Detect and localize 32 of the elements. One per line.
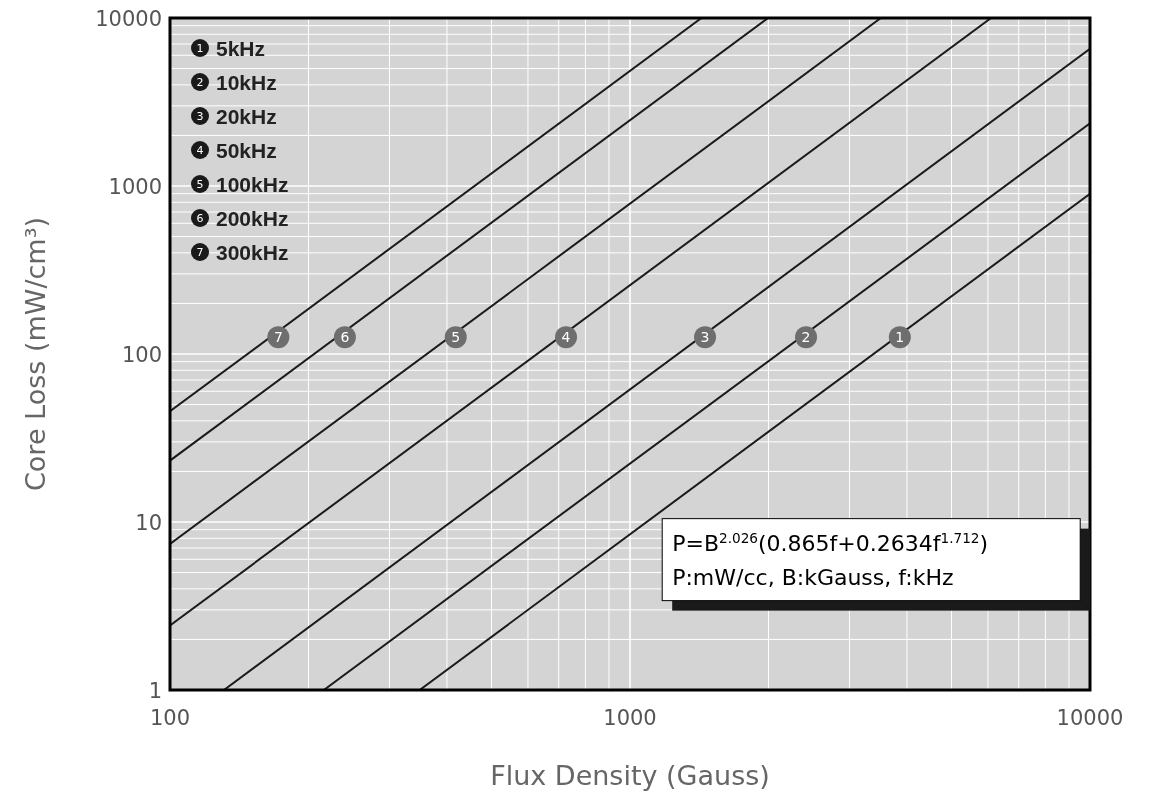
legend-label: 50kHz (216, 138, 277, 162)
legend-label: 200kHz (216, 206, 289, 230)
x-tick-label: 1000 (603, 706, 657, 730)
y-tick-label: 100 (121, 342, 162, 367)
legend-label: 100kHz (216, 172, 289, 196)
x-tick-label: 10000 (1056, 706, 1124, 730)
y-tick-label: 10000 (95, 6, 162, 31)
annotation: 4 (561, 329, 571, 346)
text: 7 (196, 245, 204, 259)
annotation: P=B$^{2.026}$(0.865f+0.2634f$^{1.712}$) (672, 529, 989, 556)
text: 4 (196, 143, 204, 157)
annotation: 1 (895, 329, 905, 346)
legend-label: 5kHz (216, 36, 266, 60)
annotation: 6 (340, 329, 350, 346)
legend-label: 300kHz (216, 240, 289, 264)
text: 3 (196, 109, 204, 123)
annotation: 3 (700, 329, 710, 346)
legend-label: 20kHz (216, 104, 277, 128)
text: 2 (196, 75, 204, 89)
text: 6 (196, 211, 204, 225)
text: 1 (196, 41, 204, 55)
legend-label: 10kHz (216, 70, 277, 94)
y-axis-title: Core Loss (mW/cm³) (20, 216, 51, 492)
x-axis-title: Flux Density (Gauss) (490, 760, 770, 791)
y-tick-label: 1000 (108, 174, 162, 199)
annotation: 5 (451, 329, 461, 346)
text: 5 (196, 177, 204, 191)
annotation: 2 (801, 329, 811, 346)
y-tick-label: 1 (148, 678, 162, 703)
y-tick-label: 10 (135, 510, 162, 535)
annotation: 7 (273, 329, 283, 346)
annotation: P:mW/cc, B:kGauss, f:kHz (672, 564, 954, 590)
